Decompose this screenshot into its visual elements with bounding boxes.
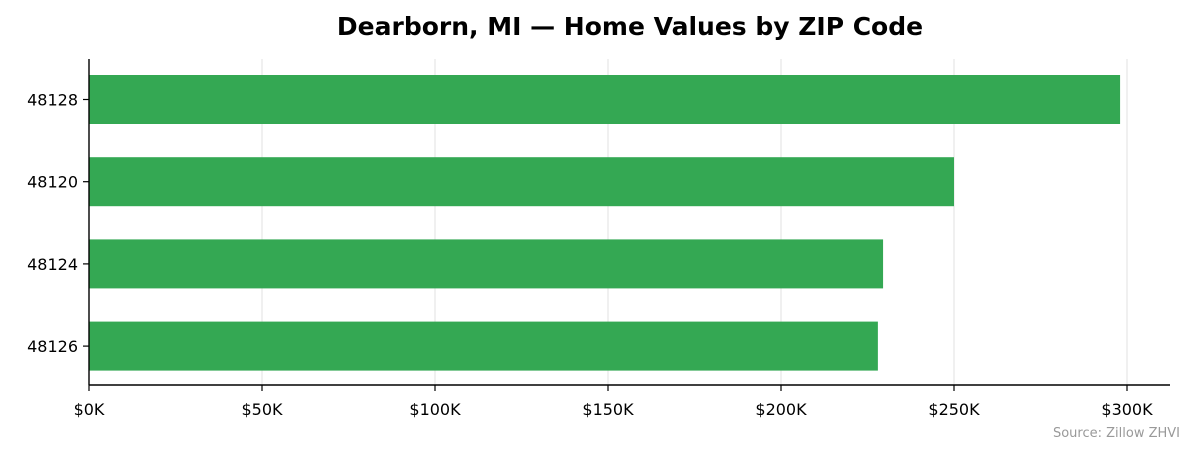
source-note: Source: Zillow ZHVI — [1053, 426, 1180, 441]
x-tick-label: $100K — [409, 400, 461, 419]
x-tick-label: $200K — [755, 400, 807, 419]
axis-ticks: $0K $50K $100K $150K $200K $250K $300K 48128 481… — [27, 91, 1153, 420]
y-tick-label: 48120 — [27, 173, 78, 192]
x-tick-label: $300K — [1101, 400, 1153, 419]
y-tick-label: 48124 — [27, 255, 78, 274]
bar-48124 — [89, 239, 884, 289]
y-tick-label: 48128 — [27, 91, 78, 110]
x-tick-label: $250K — [928, 400, 980, 419]
bar-48128 — [89, 75, 1121, 124]
x-tick-label: $0K — [74, 400, 105, 419]
chart-title: Dearborn, MI — Home Values by ZIP Code — [337, 12, 923, 41]
y-tick-label: 48126 — [27, 337, 78, 356]
bar-48126 — [89, 321, 878, 371]
x-tick-label: $150K — [582, 400, 634, 419]
x-tick-label: $50K — [241, 400, 283, 419]
bars — [89, 75, 1121, 371]
bar-48120 — [89, 157, 954, 207]
